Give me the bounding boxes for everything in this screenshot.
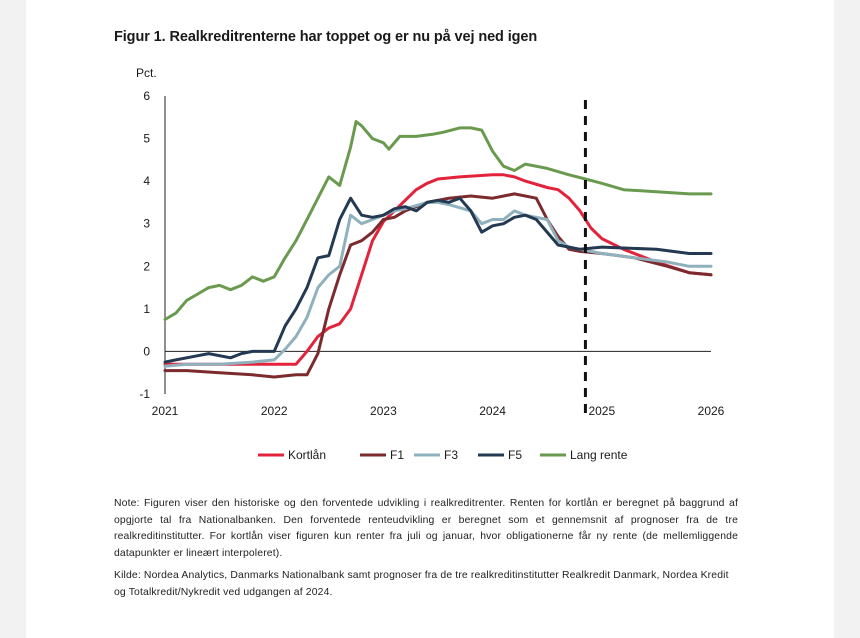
y-tick-label: 3 — [143, 217, 150, 231]
series-line — [163, 200, 713, 368]
y-tick-label: -1 — [139, 387, 150, 401]
y-tick-label: 0 — [143, 344, 150, 358]
y-tick-label: 2 — [143, 259, 150, 273]
legend-label: Kortlån — [288, 448, 326, 462]
figure-note: Note: Figuren viser den historiske og de… — [114, 498, 738, 559]
figure-source: Kilde: Nordea Analytics, Danmarks Nation… — [114, 570, 729, 598]
legend-label: Lang rente — [570, 448, 628, 462]
y-tick-label: 4 — [143, 174, 150, 188]
x-tick-label: 2026 — [698, 404, 725, 418]
x-tick-label: 2021 — [152, 404, 179, 418]
figure-title: Figur 1. Realkreditrenterne har toppet o… — [114, 29, 538, 45]
y-tick-label: 5 — [143, 132, 150, 146]
chart-axes: -1 0 1 2 3 4 5 6 2021 2022 2023 2024 2025 2026 — [139, 89, 724, 418]
figure-card — [26, 0, 834, 638]
series-line — [163, 196, 713, 364]
y-tick-label: 1 — [143, 302, 150, 316]
legend-label: F1 — [390, 448, 404, 462]
series-line — [163, 192, 713, 379]
legend-label: F5 — [508, 448, 522, 462]
chart-legend: Kortlån F1 F3 F5 Lang rente — [258, 448, 628, 462]
y-tick-label: 6 — [143, 89, 150, 103]
x-tick-label: 2023 — [370, 404, 397, 418]
series-lines — [163, 100, 713, 414]
legend-label: F3 — [444, 448, 458, 462]
x-tick-label: 2024 — [479, 404, 506, 418]
series-line — [163, 120, 713, 321]
x-tick-label: 2025 — [588, 404, 615, 418]
y-axis-label: Pct. — [136, 66, 157, 80]
x-tick-label: 2022 — [261, 404, 288, 418]
series-line — [163, 173, 713, 366]
